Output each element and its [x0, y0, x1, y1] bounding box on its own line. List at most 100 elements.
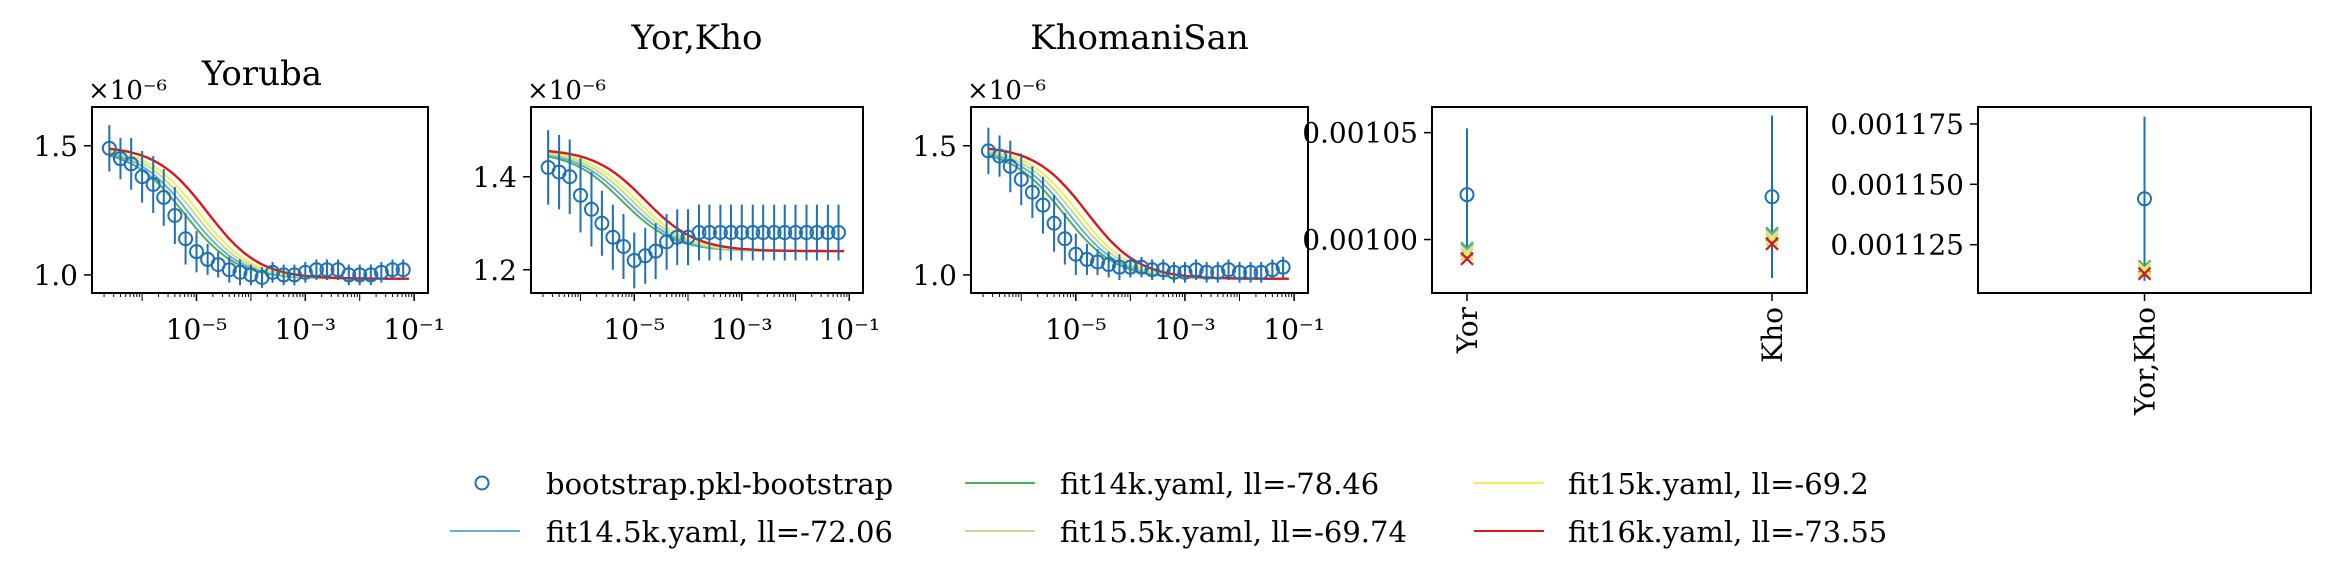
bootstrap-points [980, 127, 1291, 283]
fit-marker-fit14k [1765, 226, 1779, 240]
x-tick-label: 10⁻³ [274, 313, 336, 346]
data-point [363, 267, 379, 283]
legend-label: fit15.5k.yaml, ll=-69.74 [1060, 515, 1407, 549]
data-point [572, 187, 588, 203]
y-tick-label: 1.4 [472, 161, 517, 194]
legend-label: bootstrap.pkl-bootstrap [546, 467, 893, 501]
fit-marker-fit14k [1460, 241, 1474, 255]
data-point [615, 239, 631, 254]
data-point [992, 148, 1008, 164]
chart-panel-3: 10⁻⁵ 10⁻³ 10⁻¹ ×10⁻⁶ KhomaniSan 1.0 1.5 [912, 18, 1324, 346]
axes-frame [91, 106, 429, 294]
series-line-fit16k [988, 147, 1289, 280]
data-point [1111, 259, 1127, 275]
data-point [648, 243, 664, 259]
chart-title: Yoruba [201, 54, 322, 94]
axes-frame [1431, 106, 1808, 294]
marker-stroke [1765, 237, 1779, 251]
marker-stroke [2137, 262, 2152, 276]
data-point [232, 264, 248, 280]
series-line-fit16k [109, 147, 409, 280]
fit-marker-fit15k [1460, 245, 1474, 260]
x-tick-label: 10⁻¹ [383, 313, 445, 346]
x-tick-label: 10⁻⁵ [1045, 313, 1107, 346]
chart-panel-1: 10⁻⁵ 10⁻³ 10⁻¹ ×10⁻⁶ Yoruba 1.0 1.5 [33, 54, 444, 346]
data-point [701, 225, 717, 241]
data-point [373, 264, 389, 280]
series-line-fit15_5k [109, 151, 409, 280]
y-tick-label: 0.001150 [1830, 168, 1964, 201]
model-curves [109, 147, 409, 280]
data-point [1188, 262, 1204, 278]
marker-stroke [2137, 264, 2152, 279]
fit-marker-fit15_5k [1460, 247, 1474, 262]
legend-marker [474, 475, 490, 491]
data-point [221, 262, 237, 278]
data-point [178, 231, 194, 247]
data-point [2137, 191, 2152, 207]
data-point [1101, 257, 1117, 273]
data-point [341, 267, 357, 283]
legend-label: fit16k.yaml, ll=-73.55 [1568, 515, 1887, 549]
series-line-fit16k [547, 149, 845, 253]
data-point [583, 201, 599, 217]
data-point [755, 225, 771, 241]
data-point [669, 229, 685, 245]
y-tick-label: 1.5 [912, 130, 957, 163]
y-tick-label: 1.2 [472, 254, 517, 287]
data-point [395, 262, 411, 278]
x-tick-label: 10⁻¹ [1263, 313, 1325, 346]
data-point [734, 225, 750, 241]
legend: bootstrap.pkl-bootstrap fit14.5k.yaml, ll… [450, 467, 1887, 549]
legend-item-fit14k: fit14k.yaml, ll=-78.46 [965, 467, 1379, 501]
data-point [1232, 264, 1248, 280]
series-line-fit14_5k [988, 153, 1289, 280]
data-point [1134, 259, 1150, 275]
y-tick-label: 1.0 [33, 259, 78, 292]
y-tick-label: 0.001125 [1830, 229, 1964, 262]
chart-panel-5: Yor,Kho 0.001125 0.001150 0.001175 [1830, 106, 2312, 416]
data-point [1199, 264, 1215, 280]
marker-stroke [1765, 232, 1779, 247]
data-point [1122, 259, 1138, 275]
fit-marker-fit15_5k [1765, 232, 1779, 247]
data-point [691, 225, 707, 241]
data-point [1079, 251, 1095, 267]
legend-item-bootstrap: bootstrap.pkl-bootstrap [474, 467, 893, 501]
model-curves [988, 147, 1289, 280]
data-point [297, 264, 313, 280]
axis-multiplier: ×10⁻⁶ [88, 76, 167, 106]
data-point [188, 244, 204, 260]
data-point [1013, 171, 1029, 187]
data-point [1264, 262, 1280, 278]
y-tick-label: 0.00100 [1302, 224, 1418, 257]
data-point [712, 225, 728, 241]
data-point [101, 140, 117, 156]
y-tick-label: 1.5 [33, 130, 78, 163]
data-point [1155, 262, 1171, 278]
fit-marker-fit15k [2137, 262, 2152, 276]
data-point [1221, 262, 1237, 278]
data-point [1057, 231, 1073, 247]
legend-item-fit14_5k: fit14.5k.yaml, ll=-72.06 [450, 515, 893, 549]
data-point [1046, 215, 1062, 231]
marker-stroke [1460, 245, 1474, 260]
data-point [145, 177, 161, 192]
chart-title: Yor,Kho [630, 18, 762, 58]
data-point [123, 156, 139, 172]
data-point [1024, 184, 1040, 200]
fit-marker-fit15_5k [2137, 264, 2152, 279]
legend-label: fit14.5k.yaml, ll=-72.06 [546, 515, 893, 549]
bootstrap-points [540, 130, 846, 289]
series-line-fit14_5k [109, 153, 409, 280]
legend-item-fit15k: fit15k.yaml, ll=-69.2 [1474, 467, 1869, 501]
data-point [745, 225, 761, 241]
category-points [2137, 116, 2152, 281]
x-tick-label: Kho [1756, 307, 1789, 363]
x-tick-label: 10⁻³ [1154, 313, 1216, 346]
data-point [265, 264, 281, 280]
fit-marker-fit15k [1765, 230, 1779, 245]
data-point [777, 225, 793, 241]
legend-label: fit15k.yaml, ll=-69.2 [1568, 467, 1869, 501]
